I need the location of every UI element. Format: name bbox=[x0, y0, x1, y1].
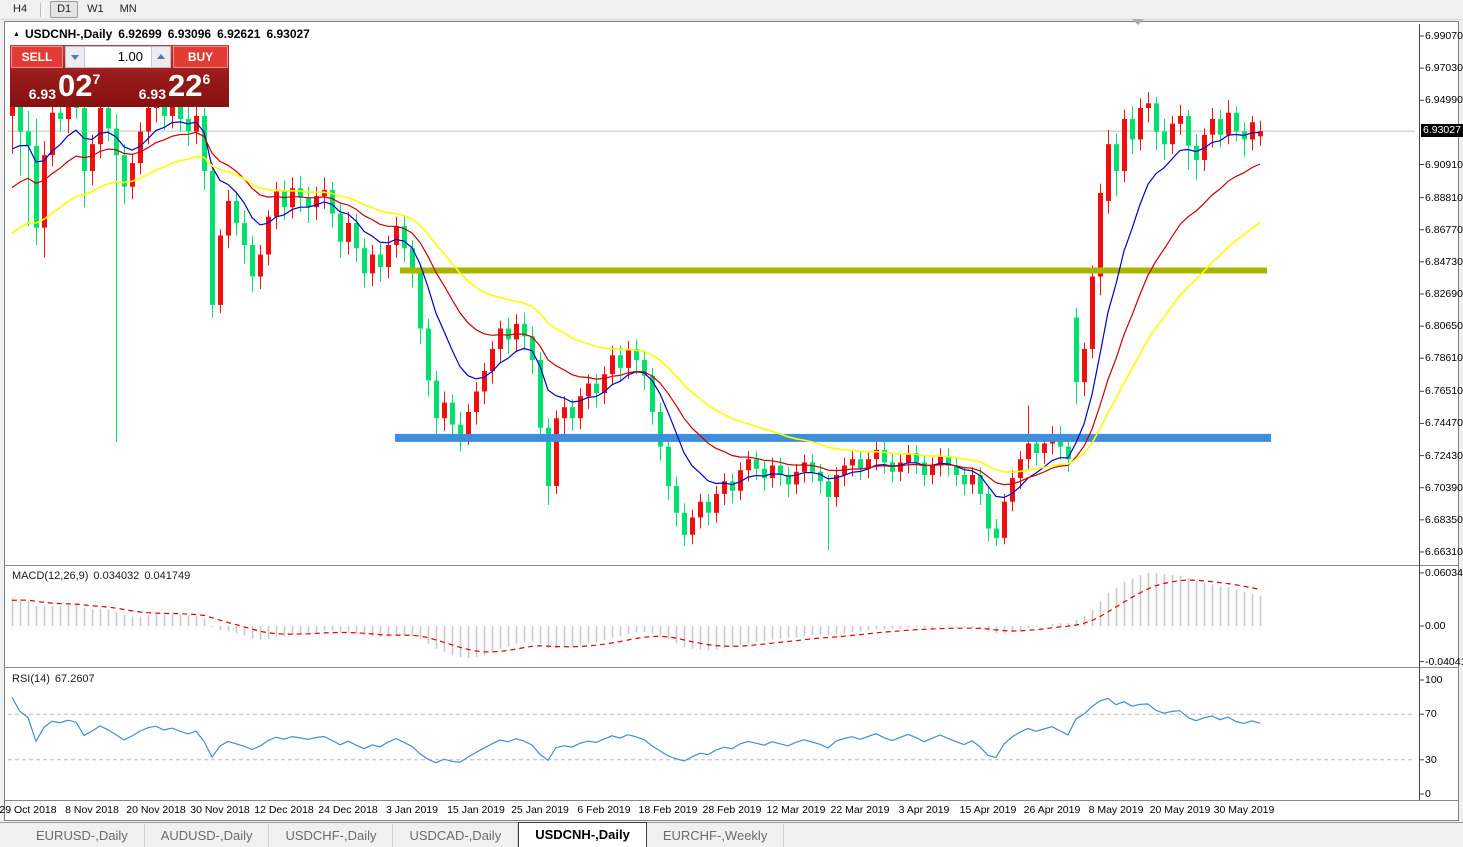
ohlc-high: 6.93096 bbox=[167, 27, 212, 41]
timeframe-h4-button[interactable]: H4 bbox=[6, 1, 34, 18]
date-axis-label: 3 Apr 2019 bbox=[898, 804, 950, 816]
date-axis-label: 15 Apr 2019 bbox=[959, 804, 1017, 816]
timeframe-d1-button[interactable]: D1 bbox=[50, 1, 79, 18]
price-axis-tick: 6.97030 bbox=[1425, 62, 1463, 75]
sell-button[interactable]: SELL bbox=[11, 46, 63, 68]
macd-indicator-label: MACD(12,26,9) 0.034032 0.041749 bbox=[12, 570, 191, 582]
ohlc-close: 6.93027 bbox=[266, 27, 310, 41]
chart-tab-audusd-daily[interactable]: AUDUSD-,Daily bbox=[145, 824, 270, 847]
date-axis-label: 8 May 2019 bbox=[1088, 804, 1144, 816]
rsi-axis-tick: 100 bbox=[1425, 674, 1443, 686]
chart-tab-bar: EURUSD-,Daily AUDUSD-,Daily USDCHF-,Daily U… bbox=[0, 822, 1463, 847]
chart-tab-eurusd-daily[interactable]: EURUSD-,Daily bbox=[20, 824, 145, 847]
date-axis-label: 25 Jan 2019 bbox=[511, 804, 569, 816]
volume-decrease-button[interactable] bbox=[66, 47, 85, 67]
chart-tab-eurchf-weekly[interactable]: EURCHF-,Weekly bbox=[647, 824, 785, 847]
chart-tab-usdchf-daily[interactable]: USDCHF-,Daily bbox=[269, 824, 394, 847]
price-axis-tick: 6.68350 bbox=[1425, 513, 1463, 526]
chart-symbol-label: USDCNH-,Daily bbox=[24, 27, 113, 41]
price-axis-tick: 6.70390 bbox=[1425, 481, 1463, 494]
one-click-trading-panel: SELL 1.00 BUY 6.93 02 7 6.93 22 6 bbox=[10, 45, 229, 107]
arrow-up-icon bbox=[157, 54, 165, 59]
price-axis-tick: 6.78610 bbox=[1425, 352, 1463, 365]
buy-price-main: 22 bbox=[167, 68, 203, 103]
scroll-to-end-marker-icon[interactable] bbox=[1132, 19, 1144, 25]
price-axis-tick: 6.88810 bbox=[1425, 191, 1463, 204]
date-axis-label: 20 May 2019 bbox=[1149, 804, 1211, 816]
price-axis-tick: 6.74470 bbox=[1425, 417, 1463, 430]
arrow-down-icon bbox=[71, 55, 79, 60]
price-axis-tick: 6.82690 bbox=[1425, 287, 1463, 300]
timeframe-w1-button[interactable]: W1 bbox=[80, 1, 111, 18]
date-axis-label: 15 Jan 2019 bbox=[447, 804, 505, 816]
chart-title: ▲ USDCNH-,Daily 6.92699 6.93096 6.92621 6.930… bbox=[13, 27, 310, 41]
date-axis-label: 26 Apr 2019 bbox=[1023, 804, 1081, 816]
sell-price-main: 02 bbox=[57, 68, 93, 103]
date-axis-label: 30 May 2019 bbox=[1213, 804, 1275, 816]
current-price-label: 6.93027 bbox=[1421, 124, 1463, 138]
price-axis-tick: 6.86770 bbox=[1425, 223, 1463, 236]
date-axis-label: 6 Feb 2019 bbox=[577, 804, 631, 816]
date-axis-label: 20 Nov 2018 bbox=[126, 804, 186, 816]
date-axis-label: 8 Nov 2018 bbox=[65, 804, 119, 816]
rsi-axis-tick: 30 bbox=[1425, 753, 1437, 766]
macd-axis-tick: -0.040415 bbox=[1425, 655, 1463, 668]
chart-window bbox=[4, 21, 1459, 821]
date-axis-label: 22 Mar 2019 bbox=[830, 804, 890, 816]
volume-increase-button[interactable] bbox=[151, 47, 170, 67]
sell-price-prefix: 6.93 bbox=[28, 86, 56, 102]
date-axis-label: 24 Dec 2018 bbox=[318, 804, 378, 816]
price-axis-tick: 6.76510 bbox=[1425, 385, 1463, 398]
ohlc-low: 6.92621 bbox=[217, 27, 261, 41]
timeframe-mn-button[interactable]: MN bbox=[113, 1, 144, 18]
sell-price-button[interactable]: 6.93 02 7 bbox=[11, 69, 118, 106]
volume-spinner: 1.00 bbox=[65, 46, 171, 68]
price-axis-tick: 6.84730 bbox=[1425, 255, 1463, 268]
buy-price-pip: 6 bbox=[202, 71, 211, 87]
toolbar-separator bbox=[40, 2, 45, 17]
price-axis-tick: 6.94990 bbox=[1425, 94, 1463, 107]
date-axis-label: 12 Dec 2018 bbox=[254, 804, 314, 816]
rsi-axis-tick: 70 bbox=[1425, 708, 1437, 721]
date-axis-label: 30 Nov 2018 bbox=[190, 804, 250, 816]
price-axis-tick: 6.99070 bbox=[1425, 30, 1463, 42]
macd-axis-tick: 0.060342 bbox=[1425, 566, 1463, 579]
rsi-axis-tick: 0 bbox=[1425, 788, 1431, 800]
buy-price-prefix: 6.93 bbox=[138, 86, 166, 102]
price-axis-tick: 6.72430 bbox=[1425, 449, 1463, 462]
chart-tab-usdcnh-daily[interactable]: USDCNH-,Daily bbox=[518, 822, 647, 847]
price-axis-tick: 6.66310 bbox=[1425, 545, 1463, 558]
timeframe-toolbar: H4 D1 W1 MN bbox=[0, 0, 1463, 20]
macd-axis-tick: 0.00 bbox=[1425, 620, 1446, 632]
price-axis-tick: 6.80650 bbox=[1425, 320, 1463, 333]
date-axis-label: 12 Mar 2019 bbox=[766, 804, 826, 816]
collapse-panel-arrow-icon[interactable]: ▲ bbox=[13, 31, 20, 38]
chart-tab-usdcad-daily[interactable]: USDCAD-,Daily bbox=[393, 824, 519, 847]
price-axis-tick: 6.90910 bbox=[1425, 158, 1463, 171]
buy-button[interactable]: BUY bbox=[173, 46, 228, 68]
date-axis-label: 28 Feb 2019 bbox=[702, 804, 762, 816]
date-axis-label: 29 Oct 2018 bbox=[0, 804, 57, 816]
volume-input[interactable]: 1.00 bbox=[117, 49, 143, 64]
sell-price-pip: 7 bbox=[92, 71, 101, 87]
buy-price-button[interactable]: 6.93 22 6 bbox=[121, 69, 228, 106]
rsi-indicator-label: RSI(14) 67.2607 bbox=[12, 673, 95, 685]
date-axis-label: 3 Jan 2019 bbox=[386, 804, 438, 816]
ohlc-open: 6.92699 bbox=[118, 27, 162, 41]
date-axis-label: 18 Feb 2019 bbox=[638, 804, 698, 816]
